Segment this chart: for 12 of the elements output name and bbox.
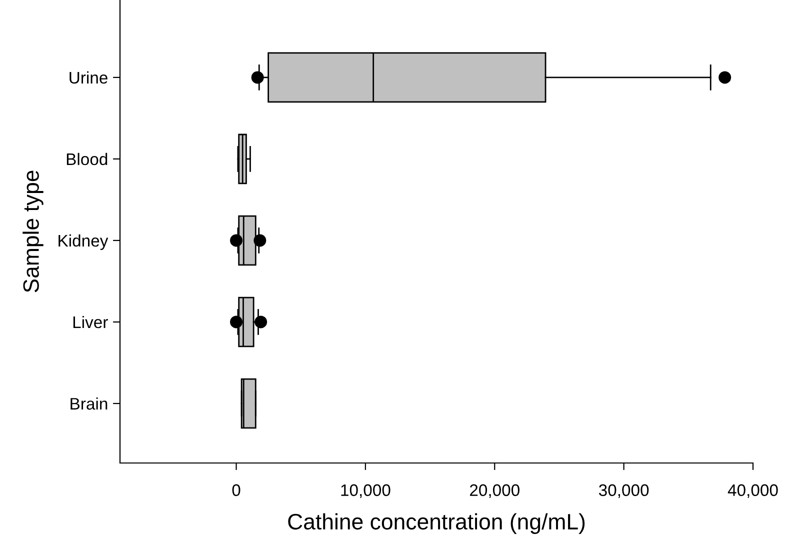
y-tick-label: Kidney [58,234,108,250]
x-axis-title: Cathine concentration (ng/mL) [288,513,585,534]
y-tick-label: Blood [66,152,108,166]
y-tick-label: Liver [73,316,108,328]
y-tick-label: Brain [70,397,108,410]
x-tick-label: 20,000 [470,484,520,498]
x-tick-label: 10,000 [341,484,390,498]
x-tick-label: 40,000 [728,484,778,498]
x-tick-label: 30,000 [598,484,649,498]
y-axis-title: Sample type [22,170,44,292]
y-tick-label: Urine [70,71,108,84]
x-tick-label: 0 [232,484,240,496]
